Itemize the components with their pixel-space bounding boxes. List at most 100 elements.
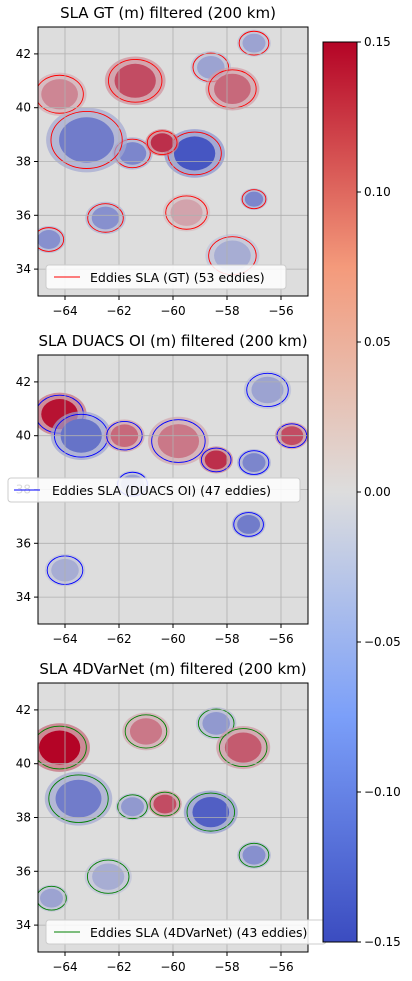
sla-blob — [59, 117, 115, 163]
x-tick-label: −56 — [268, 960, 293, 974]
grid — [38, 683, 308, 952]
colorbar-tick-label: −0.10 — [364, 785, 401, 799]
sla-blob — [150, 133, 174, 153]
x-axis: −64 −62 −60 −58 −56 — [52, 296, 294, 318]
y-tick-label: 34 — [16, 918, 31, 932]
y-tick-label: 34 — [16, 262, 31, 276]
x-axis: −64 −62 −60 −58 −56 — [52, 952, 294, 974]
y-tick-label: 40 — [16, 429, 31, 443]
eddy-contour — [238, 30, 270, 56]
x-tick-label: −56 — [268, 304, 293, 318]
sla-blob — [157, 424, 200, 459]
x-tick-label: −60 — [160, 632, 185, 646]
eddy-contour — [165, 195, 208, 230]
y-axis: 34 36 38 40 42 — [16, 47, 38, 276]
legend-box — [7, 477, 301, 503]
sla-field — [38, 707, 271, 912]
sla-blob — [244, 191, 264, 207]
panel-title: SLA GT (m) filtered (200 km) — [60, 4, 276, 22]
sla-blob — [237, 515, 261, 534]
eddy-contour — [38, 227, 65, 252]
y-tick-label: 42 — [16, 375, 31, 389]
sla-blob — [202, 712, 230, 735]
eddy-contour — [151, 419, 206, 463]
panel-4dvarnet: SLA 4DVarNet (m) filtered (200 km) −64 −6… — [16, 660, 327, 974]
sla-blob — [173, 136, 216, 171]
y-tick-label: 42 — [16, 703, 31, 717]
x-tick-label: −62 — [106, 304, 131, 318]
eddy-contour — [87, 203, 124, 233]
eddy-contour — [117, 794, 148, 820]
y-tick-label: 36 — [16, 208, 31, 222]
eddy-contour — [146, 130, 178, 155]
eddy-contour — [186, 792, 236, 832]
eddy-contour — [38, 74, 84, 114]
y-tick-label: 34 — [16, 590, 31, 604]
sla-blob — [40, 888, 63, 908]
sla-blob — [242, 845, 266, 865]
x-tick-label: −64 — [52, 960, 77, 974]
sla-blob — [38, 230, 61, 249]
sla-blob — [55, 779, 102, 818]
legend: Eddies SLA (4DVarNet) (43 eddies) — [45, 919, 327, 945]
sla-blob — [251, 376, 284, 404]
y-axis: 34 36 38 40 42 — [16, 703, 38, 932]
sla-blob — [242, 453, 266, 473]
eddy-contour — [241, 189, 267, 210]
panel-title: SLA DUACS OI (m) filtered (200 km) — [38, 332, 307, 350]
eddy-contour — [218, 728, 268, 768]
sla-blob — [41, 79, 78, 110]
eddy-contour — [86, 859, 130, 894]
x-axis: −64 −62 −60 −58 −56 — [52, 624, 294, 646]
colorbar-tick-label: −0.05 — [364, 635, 401, 649]
sla-blob — [38, 730, 81, 765]
sla-blob — [121, 797, 144, 817]
y-tick-label: 40 — [16, 101, 31, 115]
eddy-contour — [238, 450, 270, 475]
panel-title: SLA 4DVarNet (m) filtered (200 km) — [39, 660, 306, 678]
panel-duacs: SLA DUACS OI (m) filtered (200 km) −64 −6… — [7, 332, 309, 646]
x-tick-label: −58 — [214, 304, 239, 318]
legend: Eddies SLA (GT) (53 eddies) — [45, 264, 287, 290]
colorbar-tick-label: −0.15 — [364, 935, 401, 949]
colorbar-ticks: 0.15 0.10 0.05 0.00 −0.05 −0.10 −0.15 — [357, 35, 401, 949]
colorbar-tick-label: 0.10 — [364, 185, 391, 199]
eddy-contour — [233, 512, 264, 537]
colorbar-tick-label: 0.00 — [364, 485, 391, 499]
y-tick-label: 42 — [16, 47, 31, 61]
y-tick-label: 36 — [16, 536, 31, 550]
colorbar-gradient — [322, 41, 358, 943]
y-tick-label: 36 — [16, 864, 31, 878]
colorbar-tick-label: 0.05 — [364, 335, 391, 349]
colorbar: 0.15 0.10 0.05 0.00 −0.05 −0.10 −0.15 — [322, 35, 401, 949]
y-tick-label: 40 — [16, 757, 31, 771]
sla-blob — [129, 718, 163, 745]
x-tick-label: −58 — [214, 960, 239, 974]
y-tick-label: 38 — [16, 811, 31, 825]
legend-label: Eddies SLA (4DVarNet) (43 eddies) — [90, 925, 307, 940]
x-tick-label: −56 — [268, 632, 293, 646]
x-tick-label: −62 — [106, 960, 131, 974]
sla-blob — [114, 63, 156, 98]
legend-label: Eddies SLA (DUACS OI) (47 eddies) — [52, 483, 271, 498]
sla-blob — [192, 797, 230, 828]
sla-blob — [242, 33, 266, 53]
x-tick-label: −60 — [160, 960, 185, 974]
eddy-contour — [238, 842, 270, 868]
legend-box — [45, 264, 287, 290]
x-tick-label: −60 — [160, 304, 185, 318]
x-tick-label: −64 — [52, 632, 77, 646]
x-tick-label: −58 — [214, 632, 239, 646]
eddy-contour — [200, 447, 232, 473]
y-tick-label: 38 — [16, 155, 31, 169]
eddy-contour — [124, 714, 168, 749]
eddy-contour — [246, 372, 289, 408]
sla-blob — [214, 240, 251, 271]
sla-blob — [91, 206, 120, 230]
sla-blob — [224, 732, 262, 763]
sla-field — [38, 29, 271, 278]
eddy-contour — [50, 111, 123, 169]
sla-blob — [153, 794, 177, 814]
sla-blob — [214, 73, 251, 104]
